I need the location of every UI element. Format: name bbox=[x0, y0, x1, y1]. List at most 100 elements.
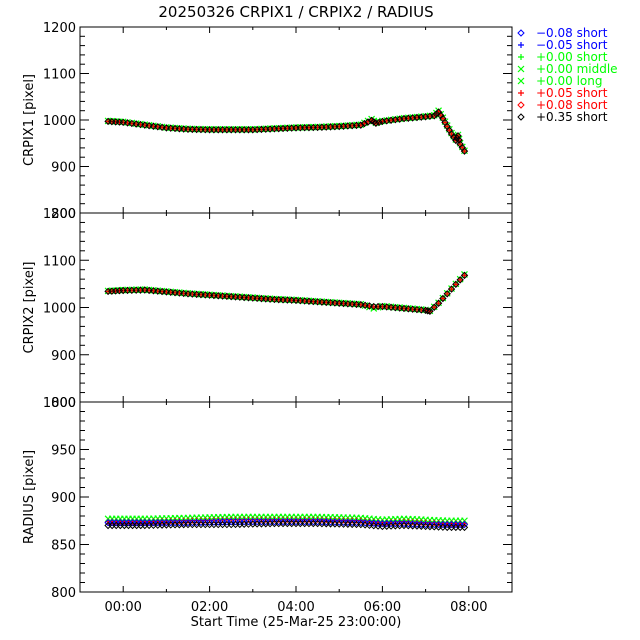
y-tick-label: 800 bbox=[51, 207, 76, 222]
y-tick-label: 1000 bbox=[43, 302, 76, 317]
data-point bbox=[456, 276, 464, 284]
y-tick-label: 800 bbox=[51, 396, 76, 411]
data-point bbox=[446, 127, 453, 134]
data-point bbox=[426, 307, 434, 315]
x-axis-label: Start Time (25-Mar-25 23:00:00) bbox=[191, 615, 402, 630]
data-point bbox=[136, 120, 145, 129]
data-point bbox=[444, 290, 451, 297]
series--0-35-short bbox=[104, 519, 469, 532]
legend-item: +0.00 short bbox=[518, 50, 608, 64]
data-point bbox=[372, 119, 380, 127]
y-axis-label: RADIUS [pixel] bbox=[22, 450, 37, 544]
legend-diamond-icon bbox=[517, 101, 525, 109]
x-tick-label: 02:00 bbox=[191, 600, 228, 615]
y-tick-label: 900 bbox=[51, 491, 76, 506]
legend-plus-icon bbox=[518, 42, 524, 48]
y-tick-label: 800 bbox=[51, 586, 76, 601]
data-point bbox=[376, 119, 383, 126]
y-tick-label: 900 bbox=[51, 349, 76, 364]
y-tick-label: 1200 bbox=[43, 21, 76, 36]
legend-item: −0.05 short bbox=[518, 38, 608, 52]
y-axis-label: CRPIX1 [pixel] bbox=[22, 74, 37, 166]
data-point bbox=[360, 119, 369, 128]
data-point bbox=[460, 147, 469, 155]
data-point bbox=[132, 120, 140, 128]
data-point bbox=[434, 299, 443, 307]
x-tick-label: 00:00 bbox=[104, 600, 141, 615]
legend-plus-icon bbox=[518, 90, 524, 96]
legend-label: −0.08 short bbox=[536, 26, 608, 40]
data-point bbox=[460, 520, 469, 529]
legend-label: +0.00 middle bbox=[536, 62, 618, 76]
plot-frame bbox=[79, 401, 513, 593]
legend-diamond-icon bbox=[517, 29, 525, 37]
data-point bbox=[447, 285, 456, 293]
data-point bbox=[430, 112, 438, 120]
legend: −0.08 short−0.05 short+0.00 short+0.00 m… bbox=[517, 26, 618, 124]
data-point bbox=[443, 290, 451, 298]
chart-title: 20250326 CRPIX1 / CRPIX2 / RADIUS bbox=[158, 3, 433, 21]
data-point bbox=[357, 300, 365, 309]
data-point bbox=[154, 123, 162, 131]
legend-label: +0.00 short bbox=[536, 50, 608, 64]
legend-label: +0.35 short bbox=[536, 110, 608, 124]
panel-crpix2: 800 900 1000 1100 1200 CRPIX2 [pixel] bbox=[22, 207, 513, 411]
panel-crpix1: 800 900 1000 1100 1200 CRPIX1 [pixel] bbox=[22, 21, 513, 222]
legend-item: +0.35 short bbox=[517, 110, 608, 124]
series--0-35-short bbox=[104, 108, 469, 155]
legend-item: +0.00 long bbox=[517, 74, 603, 88]
legend-label: +0.08 short bbox=[536, 98, 608, 112]
data-point bbox=[375, 118, 383, 127]
panels: 800 900 1000 1100 1200 CRPIX1 [pixel] 800 900 10… bbox=[22, 21, 513, 615]
data-point bbox=[457, 276, 464, 283]
data-point bbox=[448, 286, 455, 293]
data-point bbox=[452, 136, 460, 145]
data-point bbox=[128, 119, 136, 128]
data-point bbox=[119, 118, 127, 127]
y-tick-label: 1000 bbox=[43, 396, 76, 411]
data-point bbox=[145, 121, 153, 130]
legend-cross-icon bbox=[517, 65, 525, 73]
data-point bbox=[442, 119, 449, 126]
data-point bbox=[364, 118, 372, 126]
data-point bbox=[357, 121, 365, 129]
legend-label: +0.00 long bbox=[536, 74, 603, 88]
data-point bbox=[439, 295, 446, 302]
data-point bbox=[432, 110, 441, 118]
data-point bbox=[444, 123, 451, 130]
legend-item: +0.08 short bbox=[517, 98, 608, 112]
data-point bbox=[365, 302, 374, 310]
y-tick-label: 1200 bbox=[43, 207, 76, 222]
data-point bbox=[460, 523, 469, 532]
data-point bbox=[461, 272, 468, 279]
y-tick-label: 950 bbox=[51, 444, 76, 459]
y-tick-label: 900 bbox=[51, 161, 76, 176]
data-point bbox=[158, 123, 166, 132]
series--0-08-short bbox=[104, 517, 469, 529]
data-point bbox=[435, 300, 442, 307]
legend-item: −0.08 short bbox=[517, 26, 608, 40]
data-point bbox=[460, 271, 469, 280]
data-point bbox=[361, 301, 369, 310]
legend-plus-icon bbox=[518, 54, 524, 60]
plot-frame bbox=[79, 212, 513, 403]
data-point bbox=[430, 303, 438, 311]
data-point bbox=[439, 294, 447, 303]
legend-cross-icon bbox=[517, 77, 525, 85]
y-tick-label: 1000 bbox=[43, 114, 76, 129]
y-tick-label: 850 bbox=[51, 539, 76, 554]
y-tick-label: 1100 bbox=[43, 68, 76, 83]
data-point bbox=[149, 122, 158, 130]
data-point bbox=[454, 132, 462, 140]
data-point bbox=[141, 121, 149, 129]
data-point bbox=[455, 136, 463, 144]
y-axis-label: CRPIX2 [pixel] bbox=[22, 261, 37, 353]
legend-item: +0.05 short bbox=[518, 86, 608, 100]
data-point bbox=[431, 304, 438, 311]
data-point bbox=[452, 281, 459, 288]
y-tick-label: 1100 bbox=[43, 254, 76, 269]
panel-radius: 800 850 900 950 1000 RADIUS [pixel] 00:00 02:00… bbox=[22, 396, 513, 615]
legend-label: +0.05 short bbox=[536, 86, 608, 100]
legend-diamond-icon bbox=[517, 113, 525, 121]
